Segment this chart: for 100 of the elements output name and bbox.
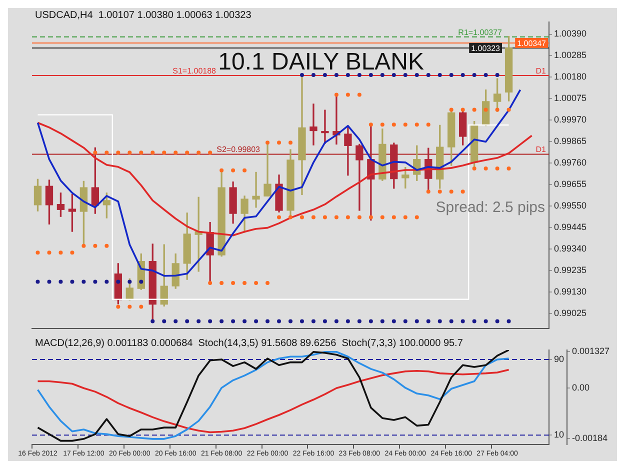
point bbox=[414, 122, 419, 127]
y-tick-label: 0.99340 bbox=[554, 243, 587, 254]
point bbox=[392, 215, 396, 220]
y-tick-label: 0.99025 bbox=[554, 308, 587, 318]
point bbox=[47, 280, 52, 284]
point bbox=[346, 319, 350, 324]
point bbox=[506, 166, 511, 171]
point bbox=[322, 215, 327, 220]
point bbox=[174, 319, 178, 324]
point bbox=[506, 108, 511, 112]
point bbox=[116, 150, 120, 155]
point bbox=[82, 280, 86, 284]
chart-subtitle: USDCAD,H4 1.00107 1.00380 1.00063 1.00323 bbox=[35, 10, 252, 21]
point bbox=[93, 280, 98, 284]
point bbox=[231, 168, 236, 172]
point bbox=[47, 250, 52, 255]
y-tick-label: 0.99760 bbox=[554, 158, 587, 168]
point bbox=[426, 72, 430, 77]
point bbox=[36, 250, 40, 255]
point bbox=[311, 215, 316, 220]
point bbox=[334, 319, 338, 324]
point bbox=[196, 319, 201, 324]
point bbox=[58, 250, 63, 255]
point bbox=[185, 150, 190, 155]
point bbox=[392, 72, 396, 77]
y-tick-label: 0.99550 bbox=[554, 200, 587, 210]
point bbox=[403, 122, 408, 127]
point bbox=[150, 150, 155, 155]
point bbox=[484, 108, 488, 112]
point bbox=[322, 72, 327, 77]
point bbox=[150, 319, 155, 324]
ref-line-label: 1.00323 bbox=[471, 44, 501, 53]
text: 10.1 DAILY BLANK bbox=[218, 48, 424, 76]
point bbox=[426, 122, 430, 127]
point bbox=[93, 150, 98, 155]
point bbox=[449, 72, 454, 77]
y-tick-label: 1.00285 bbox=[554, 50, 587, 60]
point bbox=[254, 281, 258, 286]
point bbox=[104, 280, 109, 284]
point bbox=[70, 280, 74, 284]
point bbox=[288, 215, 292, 220]
point bbox=[185, 319, 190, 324]
point bbox=[300, 319, 304, 324]
point bbox=[403, 319, 408, 324]
point bbox=[380, 215, 384, 220]
point bbox=[484, 166, 488, 171]
point bbox=[460, 72, 465, 77]
point bbox=[334, 215, 338, 220]
point bbox=[93, 244, 98, 248]
point bbox=[128, 150, 132, 155]
chart-subtitle: MACD(12,26,9) 0.001183 0.000684 Stoch(14,3,5) 91.5608 89.6256 Stoch(7,3,3) 100.0000 95.7 bbox=[35, 338, 464, 349]
y-tick-label: 1.00075 bbox=[554, 93, 587, 104]
point bbox=[460, 108, 465, 112]
point bbox=[438, 72, 442, 77]
annotation: D1 bbox=[536, 145, 547, 154]
y-tick-label: 1.00390 bbox=[554, 28, 587, 39]
y-tick-label: 0.99235 bbox=[554, 264, 587, 275]
annotation: D1 bbox=[536, 66, 547, 76]
point bbox=[357, 319, 362, 324]
point bbox=[472, 319, 476, 324]
point bbox=[266, 281, 270, 286]
point bbox=[506, 319, 511, 324]
point bbox=[220, 168, 224, 172]
point bbox=[368, 215, 373, 220]
point bbox=[300, 72, 304, 77]
point bbox=[311, 319, 316, 324]
point bbox=[139, 304, 144, 309]
point bbox=[36, 280, 40, 284]
point bbox=[104, 150, 109, 155]
point bbox=[368, 72, 373, 77]
point bbox=[242, 319, 247, 324]
point bbox=[128, 280, 132, 284]
annotation: Spread: 2.5 pips bbox=[436, 199, 546, 216]
point bbox=[242, 281, 247, 286]
point bbox=[449, 190, 454, 194]
y-tick-label: 10 bbox=[554, 430, 564, 440]
point bbox=[116, 280, 120, 284]
point bbox=[196, 150, 201, 155]
y2-tick-label: -0.00184 bbox=[572, 433, 608, 444]
point bbox=[460, 319, 465, 324]
point bbox=[414, 319, 419, 324]
y-tick-label: 0.99970 bbox=[554, 114, 587, 125]
point bbox=[277, 215, 282, 220]
point bbox=[104, 244, 109, 248]
point bbox=[380, 122, 384, 127]
point bbox=[368, 122, 373, 127]
point bbox=[70, 250, 74, 255]
point bbox=[484, 319, 488, 324]
point bbox=[139, 280, 144, 284]
point bbox=[460, 190, 465, 194]
point bbox=[266, 140, 270, 145]
point bbox=[220, 319, 224, 324]
point bbox=[334, 72, 338, 77]
y2-tick-label: 0.001327 bbox=[572, 346, 610, 356]
point bbox=[357, 215, 362, 220]
point bbox=[288, 140, 292, 145]
y-tick-label: 0.99655 bbox=[554, 178, 587, 189]
point bbox=[449, 108, 454, 112]
point bbox=[380, 319, 384, 324]
y-tick-label: 90 bbox=[554, 354, 564, 364]
